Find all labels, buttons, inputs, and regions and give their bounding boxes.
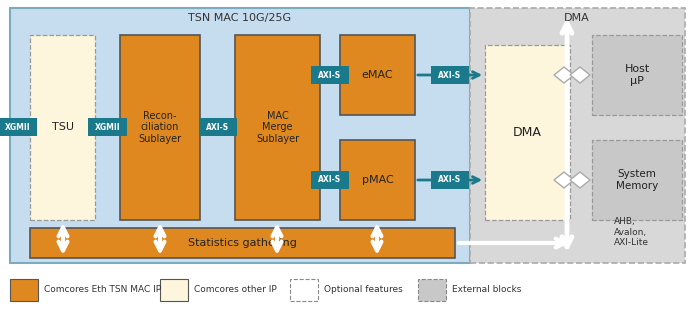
Text: Host
μP: Host μP [624, 64, 650, 86]
Polygon shape [554, 67, 574, 83]
Text: DMA: DMA [513, 126, 542, 139]
Text: TSU: TSU [52, 122, 74, 133]
Bar [470, 8, 685, 263]
Text: Optional features: Optional features [324, 286, 402, 294]
Bar [485, 45, 570, 220]
Text: Statistics gathering: Statistics gathering [188, 238, 297, 248]
Text: AXI-S: AXI-S [206, 122, 229, 132]
Bar [340, 140, 415, 220]
Bar [418, 279, 446, 301]
Bar [311, 171, 349, 189]
Bar [88, 118, 127, 136]
Bar [160, 279, 188, 301]
Bar [290, 279, 318, 301]
Bar [10, 8, 470, 263]
Polygon shape [570, 67, 590, 83]
Text: MAC
Merge
Sublayer: MAC Merge Sublayer [256, 111, 299, 144]
Bar [340, 35, 415, 115]
Text: XGMII: XGMII [5, 122, 30, 132]
Text: AXI-S: AXI-S [318, 70, 342, 80]
Text: Comcores other IP: Comcores other IP [194, 286, 276, 294]
Text: Comcores Eth TSN MAC IP: Comcores Eth TSN MAC IP [44, 286, 161, 294]
Bar [235, 35, 320, 220]
Bar [431, 171, 469, 189]
Bar [431, 66, 469, 84]
Text: DMA: DMA [564, 13, 590, 23]
Text: AHB,
Avalon,
AXI-Lite: AHB, Avalon, AXI-Lite [614, 217, 649, 247]
Bar [199, 118, 237, 136]
Text: TSN MAC 10G/25G: TSN MAC 10G/25G [188, 13, 292, 23]
Polygon shape [554, 172, 574, 188]
Bar [592, 140, 682, 220]
Bar [0, 118, 36, 136]
Bar [30, 35, 95, 220]
Text: AXI-S: AXI-S [438, 70, 461, 80]
Bar [592, 35, 682, 115]
Text: Recon-
ciliation
Sublayer: Recon- ciliation Sublayer [139, 111, 181, 144]
Polygon shape [570, 172, 590, 188]
Bar [10, 279, 38, 301]
Text: System
Memory: System Memory [616, 169, 658, 191]
Text: AXI-S: AXI-S [318, 175, 342, 185]
Text: External blocks: External blocks [452, 286, 522, 294]
Text: pMAC: pMAC [362, 175, 393, 185]
Bar [311, 66, 349, 84]
Bar [30, 228, 455, 258]
Text: AXI-S: AXI-S [438, 175, 461, 185]
Text: XGMII: XGMII [94, 122, 120, 132]
Bar [120, 35, 200, 220]
Text: eMAC: eMAC [362, 70, 393, 80]
